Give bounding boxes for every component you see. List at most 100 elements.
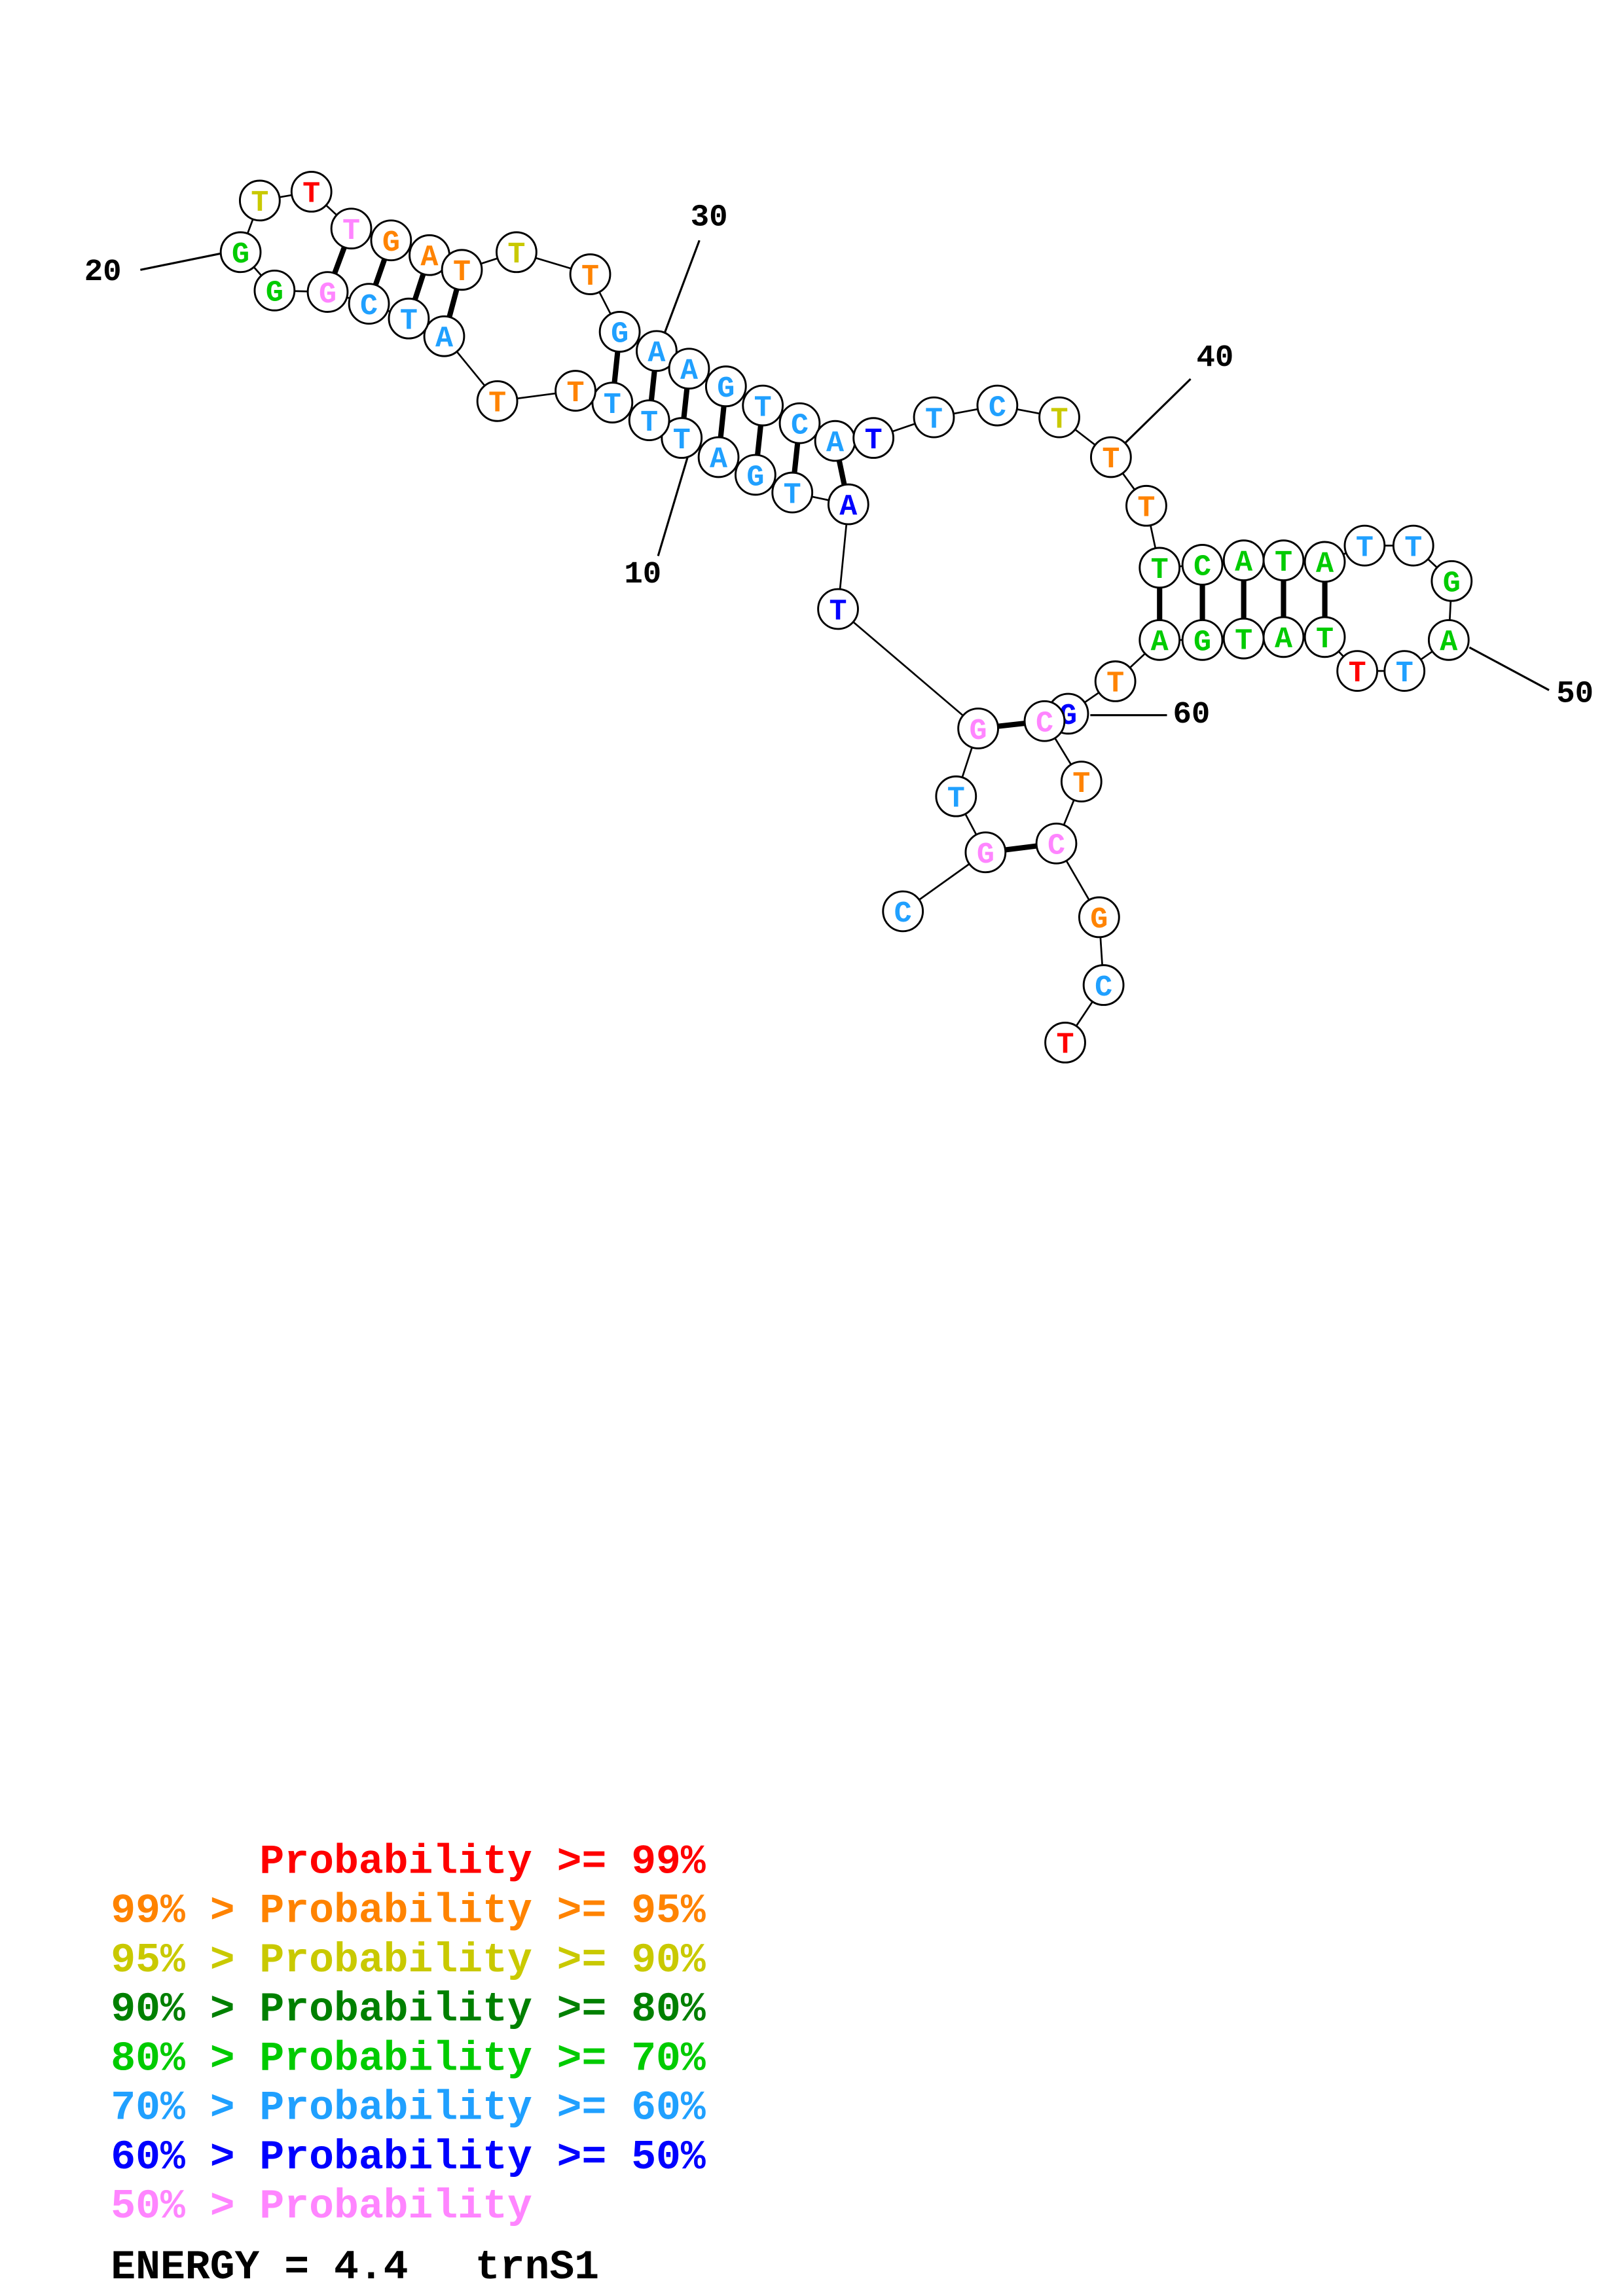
nucleotide-circle <box>1392 524 1434 567</box>
nucleotide-circle <box>496 231 538 274</box>
nucleotide-base-letter: T <box>1151 553 1169 587</box>
nucleotide-circle <box>735 454 776 496</box>
legend-entry: 99% > Probability >= 95% <box>111 1888 706 1935</box>
nucleotide: A <box>1427 619 1470 661</box>
nucleotide-circle <box>1304 541 1346 583</box>
legend-entry: 60% > Probability >= 50% <box>111 2134 706 2181</box>
nucleotide: T <box>1044 1022 1086 1064</box>
nucleotide: G <box>735 454 776 496</box>
nucleotide-base-letter: C <box>894 897 912 931</box>
position-leader-line <box>1468 646 1550 691</box>
nucleotide-base-letter: T <box>1235 624 1252 658</box>
base-pair-layer <box>325 227 1328 855</box>
nucleotide-base-letter: T <box>1102 442 1120 476</box>
nucleotide-circle <box>1089 436 1132 478</box>
nucleotide-circle <box>306 271 349 313</box>
nucleotide-base-letter: C <box>1048 829 1065 863</box>
position-label: 30 <box>691 201 728 236</box>
nucleotide-base-letter: T <box>1396 656 1413 691</box>
nucleotide: A <box>1304 541 1346 583</box>
nucleotide-base-letter: G <box>1090 903 1108 937</box>
legend-entry: 80% > Probability >= 70% <box>111 2035 706 2082</box>
nucleotide-circle <box>964 831 1007 874</box>
nucleotide-base-letter: C <box>1036 707 1053 741</box>
nucleotide: T <box>388 297 430 340</box>
nucleotide: T <box>1343 524 1386 567</box>
molecule-name: trnS1 <box>475 2244 599 2291</box>
nucleotide-base-letter: T <box>251 186 268 220</box>
nucleotide-circle <box>1431 560 1473 602</box>
nucleotide-circle <box>852 417 895 459</box>
label-leader-lines <box>140 240 1550 717</box>
nucleotide-circle <box>636 330 678 372</box>
nucleotide-circle <box>1094 660 1137 702</box>
nucleotide: C <box>1082 964 1125 1006</box>
nucleotide-circle <box>628 399 670 442</box>
nucleotide: G <box>704 365 747 408</box>
nucleotide-circle <box>441 249 483 291</box>
nucleotide: A <box>668 348 710 390</box>
nucleotide-base-letter: T <box>925 403 943 437</box>
nucleotide: T <box>661 417 703 459</box>
nucleotide-base-letter: T <box>453 255 471 289</box>
nucleotide: C <box>976 384 1019 427</box>
nucleotide-circle <box>935 775 977 817</box>
nucleotide-circle <box>1035 822 1078 865</box>
nucleotide-circle <box>1038 396 1080 439</box>
nucleotide: G <box>964 831 1007 874</box>
position-leader-line <box>140 252 221 271</box>
legend-entry: 50% > Probability <box>111 2183 532 2230</box>
nucleotide: C <box>348 283 390 325</box>
position-leader-line <box>1120 378 1192 448</box>
nucleotide: T <box>628 399 670 442</box>
nucleotide: A <box>1222 539 1265 582</box>
nucleotide-circle <box>1262 539 1305 582</box>
position-label: 40 <box>1197 341 1234 376</box>
nucleotide: G <box>957 708 999 749</box>
nucleotide-circle <box>598 311 641 353</box>
nucleotide: C <box>1023 700 1066 742</box>
nucleotide-circle <box>238 179 281 222</box>
nucleotide-base-letter: C <box>1095 971 1112 1005</box>
nucleotide-base-letter: T <box>865 423 883 457</box>
nucleotide: T <box>1089 436 1132 478</box>
nucleotide-circle <box>219 231 262 274</box>
nucleotide-circle <box>1343 524 1386 567</box>
nucleotide-circle <box>882 890 924 933</box>
nucleotide-base-letter: A <box>1316 547 1334 581</box>
position-label: 60 <box>1173 698 1210 732</box>
nucleotide: T <box>771 471 814 514</box>
nucleotide: T <box>1094 660 1137 702</box>
nucleotide-base-letter: C <box>1194 550 1211 584</box>
nucleotide: T <box>1125 484 1167 527</box>
position-label: 20 <box>84 255 122 290</box>
nucleotide: A <box>1262 616 1305 658</box>
nucleotide-circle <box>423 315 465 357</box>
legend-entry: Probability >= 99% <box>259 1838 706 1885</box>
nucleotide-circle <box>1139 547 1181 589</box>
nucleotide: G <box>306 271 349 313</box>
nucleotide: A <box>423 315 465 357</box>
nucleotide-circle <box>476 380 519 422</box>
nucleotide-base-letter: T <box>1349 656 1366 691</box>
nucleotide: T <box>1038 396 1080 439</box>
nucleotide-circle <box>1181 544 1224 586</box>
nucleotide-circle <box>1078 896 1120 939</box>
nucleotide: T <box>496 231 538 274</box>
nucleotide: T <box>238 179 281 222</box>
nucleotide-circle <box>1304 616 1346 658</box>
nucleotide-base-letter: T <box>507 238 525 272</box>
nucleotide-base-letter: A <box>839 490 858 524</box>
nucleotide: T <box>1304 616 1346 658</box>
nucleotide-base-letter: A <box>1275 622 1293 656</box>
nucleotide-base-letter: A <box>1440 626 1458 660</box>
nucleotide-base-letter: T <box>640 406 658 440</box>
nucleotide-base-letter: A <box>1151 626 1169 660</box>
nucleotide-circle <box>348 283 390 325</box>
nucleotide: T <box>1336 650 1379 692</box>
nucleotide: A <box>697 436 740 478</box>
nucleotide: G <box>253 269 296 312</box>
nucleotide-base-letter: G <box>1194 626 1211 660</box>
position-label: 50 <box>1556 677 1594 711</box>
